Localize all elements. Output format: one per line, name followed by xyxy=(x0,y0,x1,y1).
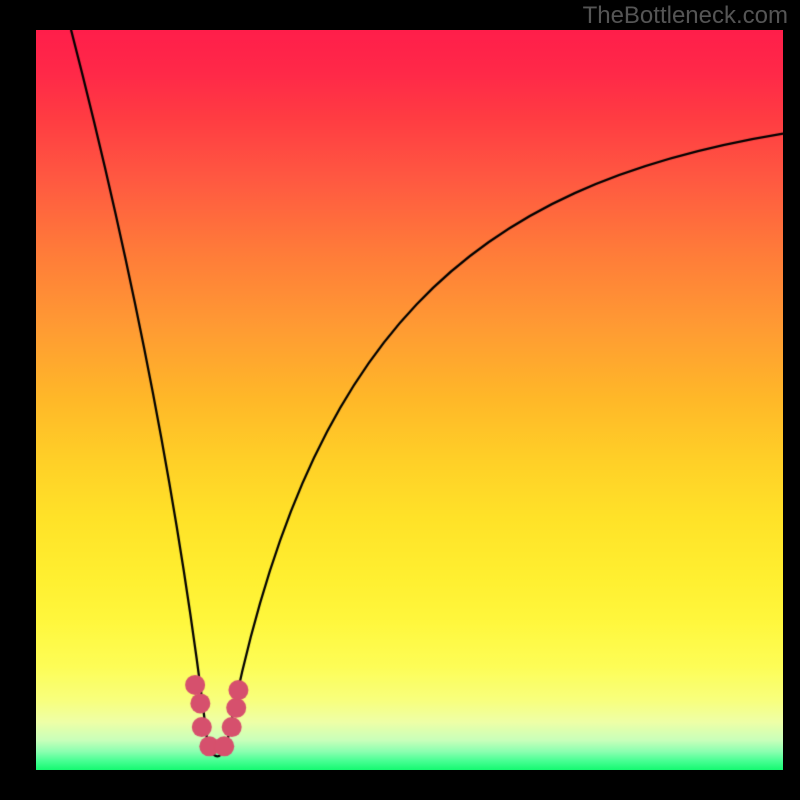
source-watermark: TheBottleneck.com xyxy=(583,2,788,30)
bottleneck-curve-chart xyxy=(0,0,800,800)
chart-container: TheBottleneck.com xyxy=(0,0,800,800)
